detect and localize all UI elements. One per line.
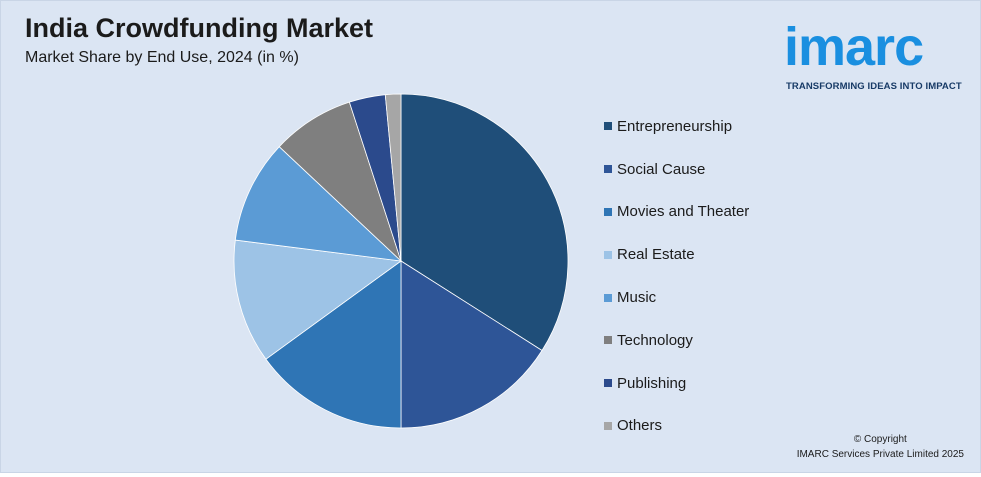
legend-swatch [604, 165, 612, 174]
legend-item-real-estate: Real Estate [604, 233, 749, 276]
imarc-logo: imarc TRANSFORMING IDEAS INTO IMPACT [784, 9, 974, 99]
legend-swatch [604, 379, 612, 388]
pie-slice-real-estate [233, 239, 403, 360]
legend-item-publishing: Publishing [604, 362, 749, 405]
legend-swatch [604, 421, 612, 430]
copyright-line-2: IMARC Services Private Limited 2025 [796, 449, 964, 460]
pie-slice-music [234, 146, 403, 262]
legend-label: Social Cause [617, 160, 706, 178]
legend-label: Music [617, 289, 657, 307]
legend-label: Technology [617, 331, 693, 349]
logo-tagline: TRANSFORMING IDEAS INTO IMPACT [786, 81, 962, 92]
legend-item-social-cause: Social Cause [604, 148, 749, 191]
legend-label: Others [617, 417, 663, 435]
legend-item-music: Music [604, 276, 749, 319]
chart-subtitle: Market Share by End Use, 2024 (in %) [25, 49, 299, 66]
legend-swatch [604, 122, 612, 131]
legend-swatch [604, 293, 612, 302]
logo-wordmark: imarc [784, 17, 924, 77]
pie-chart [233, 93, 569, 429]
legend-item-technology: Technology [604, 319, 749, 362]
chart-legend: Entrepreneurship Social Cause Movies and T… [604, 105, 749, 447]
copyright-line-1: © Copyright [853, 434, 907, 445]
legend-label: Publishing [617, 374, 687, 392]
legend-label: Movies and Theater [617, 203, 750, 221]
pie-slice-others [384, 93, 402, 262]
pie-slice-entrepreneurship [400, 93, 569, 352]
pie-slice-movies-and-theater [265, 260, 402, 429]
copyright-notice: © Copyright IMARC Services Private Limit… [797, 432, 964, 462]
legend-swatch [604, 207, 612, 216]
legend-label: Real Estate [617, 246, 695, 264]
legend-swatch [604, 250, 612, 259]
chart-title: India Crowdfunding Market [25, 13, 373, 43]
legend-swatch [604, 336, 612, 345]
pie-slice-social-cause [400, 260, 543, 429]
legend-label: Entrepreneurship [617, 117, 733, 135]
legend-item-others: Others [604, 405, 749, 448]
legend-item-movies-and-theater: Movies and Theater [604, 191, 749, 234]
legend-item-entrepreneurship: Entrepreneurship [604, 105, 749, 148]
